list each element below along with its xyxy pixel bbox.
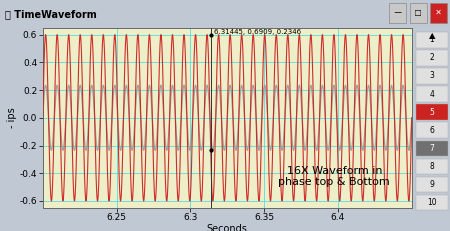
- Text: 6.31445, 0.6909, 0.2346: 6.31445, 0.6909, 0.2346: [214, 29, 301, 35]
- Bar: [416, 32, 448, 48]
- Text: 🔧 TimeWaveform: 🔧 TimeWaveform: [5, 9, 97, 19]
- Bar: [389, 3, 406, 23]
- Bar: [416, 50, 448, 66]
- Bar: [416, 122, 448, 138]
- Text: 10: 10: [427, 198, 437, 207]
- Bar: [416, 177, 448, 192]
- Text: 5: 5: [430, 108, 434, 117]
- Y-axis label: - ips: - ips: [7, 107, 17, 128]
- Text: 8: 8: [430, 162, 434, 171]
- Text: —: —: [392, 8, 404, 17]
- X-axis label: Seconds: Seconds: [207, 224, 248, 231]
- Bar: [416, 86, 448, 102]
- Text: 4: 4: [430, 90, 434, 99]
- Text: 7: 7: [430, 144, 434, 153]
- Text: 16X Waveform in
phase top & Bottom: 16X Waveform in phase top & Bottom: [279, 166, 390, 187]
- Bar: [416, 68, 448, 84]
- Text: 6: 6: [430, 126, 434, 135]
- Text: □: □: [412, 8, 424, 17]
- Text: ▲: ▲: [429, 30, 435, 40]
- Bar: [416, 140, 448, 156]
- Text: 1: 1: [430, 35, 434, 44]
- Bar: [430, 3, 447, 23]
- Text: ✕: ✕: [433, 8, 444, 17]
- Bar: [416, 195, 448, 210]
- Bar: [416, 104, 448, 120]
- Text: 3: 3: [430, 71, 434, 80]
- Text: 2: 2: [430, 53, 434, 62]
- Bar: [410, 3, 427, 23]
- Text: 9: 9: [430, 180, 434, 189]
- Bar: [416, 159, 448, 174]
